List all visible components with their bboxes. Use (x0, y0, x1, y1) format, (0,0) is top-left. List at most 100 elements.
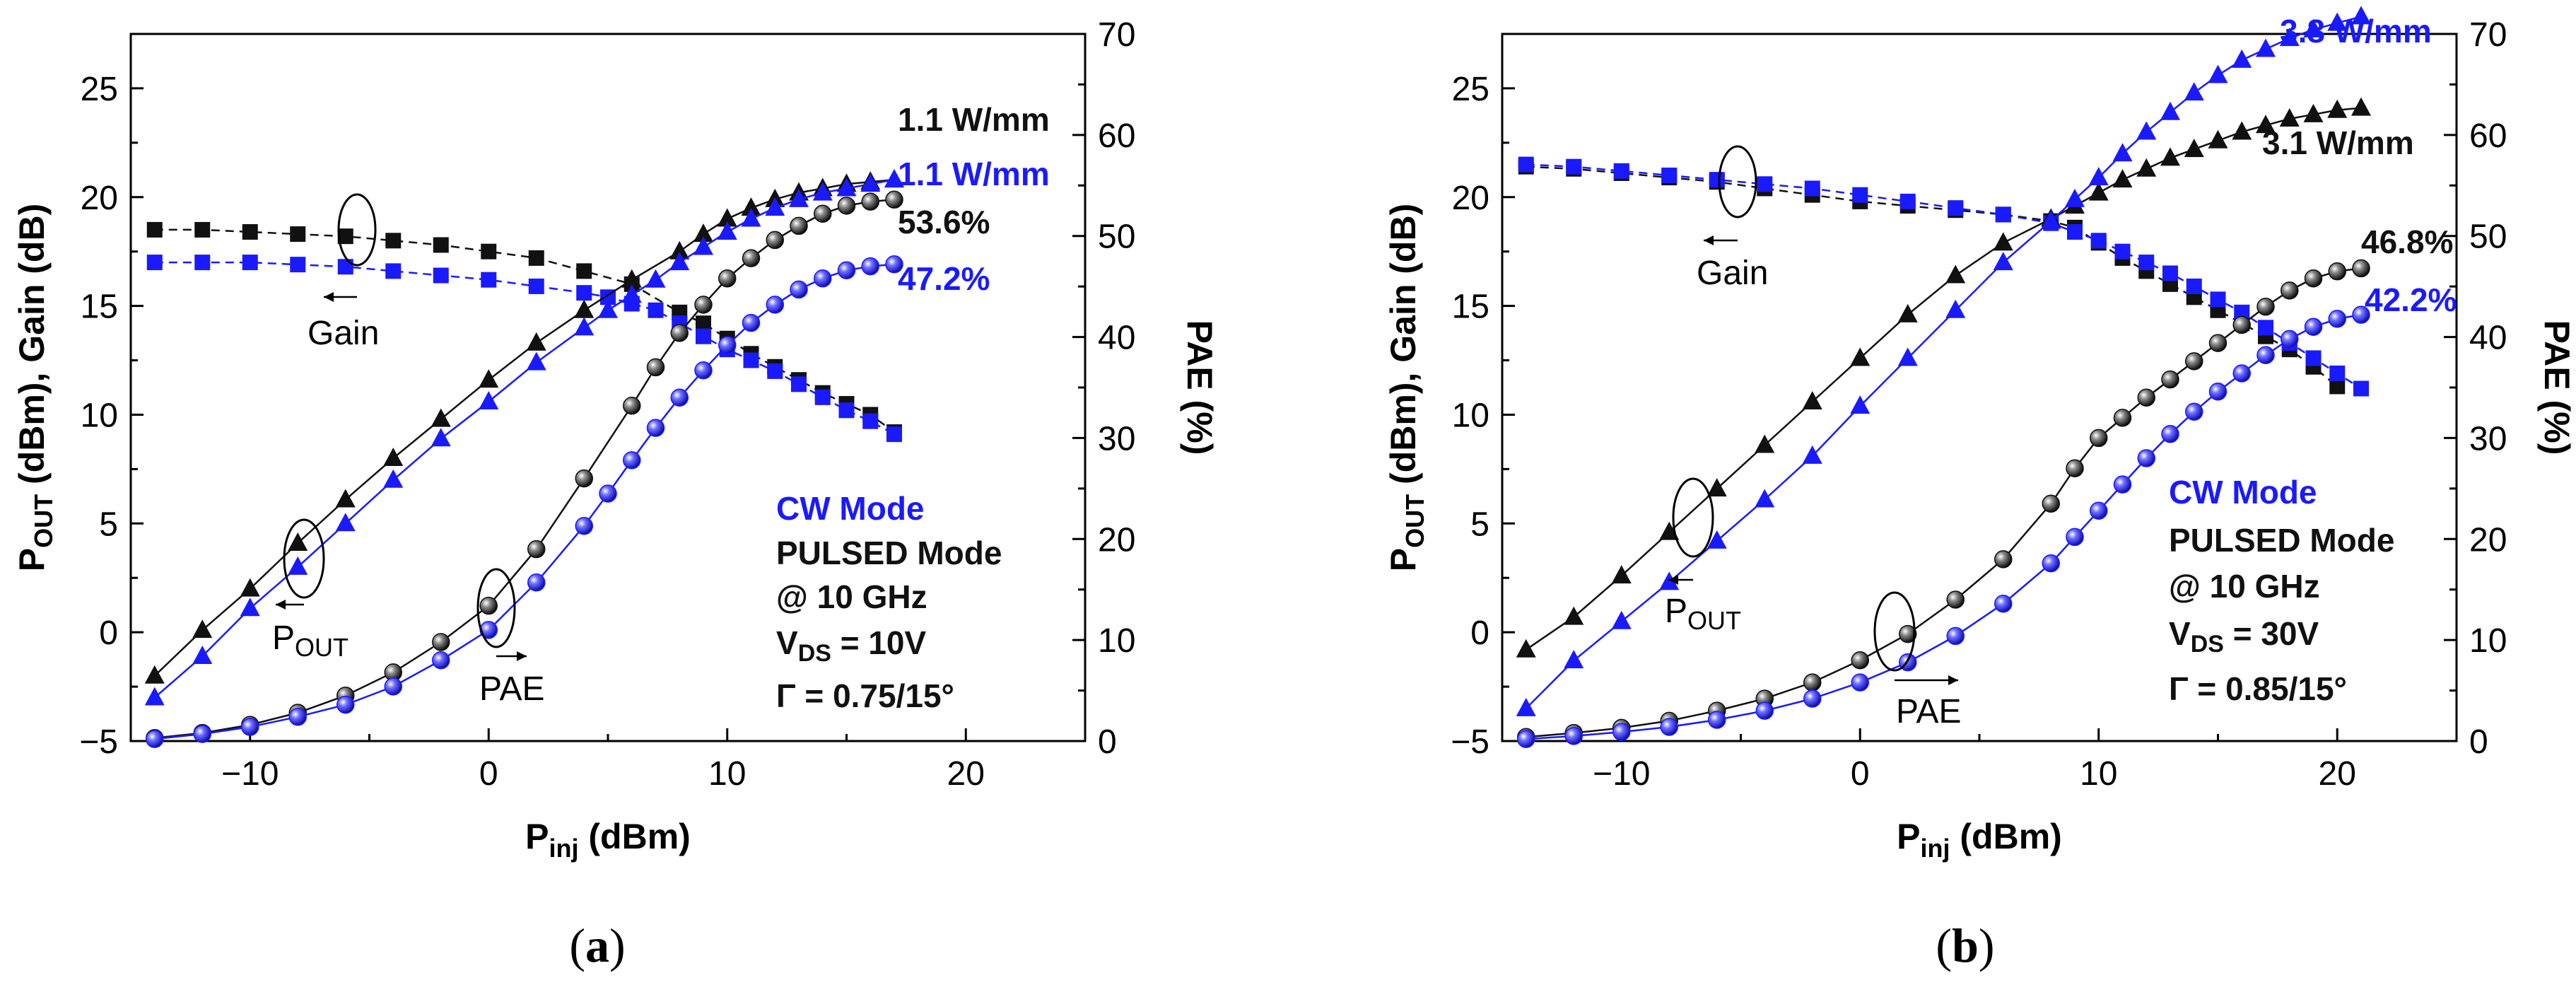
point-pae-pulsed (861, 192, 879, 211)
point-pae-cw (2066, 528, 2084, 547)
point-gain-cw (1899, 193, 1916, 209)
axis-ticks: −10 0 10 20 −5 0 5 10 15 20 25 0 10 20 30 40 50 60 70 (79, 16, 1135, 793)
y-right-tick-label: 20 (2469, 521, 2507, 559)
point-pae-cw (1564, 727, 1583, 745)
point-pae-cw (2208, 382, 2227, 401)
pae-ellipse (1873, 591, 1916, 672)
point-gain-pulsed (146, 221, 163, 238)
point-pout-cw (526, 351, 546, 371)
point-gain-cw (2234, 304, 2250, 320)
point-pout-cw (192, 646, 213, 664)
y-right-tick-label: 30 (2469, 420, 2507, 457)
point-pout-cw (645, 269, 666, 288)
point-pout-pulsed (2256, 115, 2276, 134)
point-pae-cw (193, 725, 211, 743)
point-pout-pulsed (2232, 121, 2252, 140)
gain-ellipse (337, 193, 377, 267)
point-pout-pulsed (2136, 158, 2157, 177)
point-gain-cw (1995, 206, 2011, 223)
point-gain-cw (743, 352, 759, 368)
point-gain-pulsed (337, 228, 353, 245)
point-gain-cw (2210, 291, 2226, 308)
x-tick-label: 10 (2080, 755, 2117, 793)
point-gain-cw (648, 302, 664, 318)
label-gain: Gain (1697, 255, 1768, 292)
point-pae-pulsed (2113, 409, 2132, 427)
point-gain-pulsed (194, 221, 211, 238)
point-pae-cw (742, 313, 761, 332)
point-pae-pulsed (2090, 429, 2108, 448)
point-pae-cw (718, 336, 737, 354)
point-pout-pulsed (1564, 606, 1584, 625)
y-right-tick-label: 0 (1098, 723, 1117, 761)
point-pae-pulsed (2161, 370, 2179, 389)
point-pae-cw (861, 257, 879, 276)
point-pout-cw (1755, 489, 1775, 508)
point-gain-cw (146, 255, 163, 271)
x-tick-label: −10 (1593, 755, 1650, 793)
point-pae-pulsed (1899, 624, 1917, 643)
point-gain-cw (2138, 255, 2155, 271)
pae-arrowhead (517, 651, 527, 661)
y-left-tick-label: 5 (1470, 506, 1489, 543)
point-pout-pulsed (1897, 303, 1918, 322)
point-pout-cw (2065, 188, 2085, 207)
axis-ticks: −10 0 10 20 −5 0 5 10 15 20 25 0 10 20 30 40 50 60 70 (1451, 16, 2507, 793)
point-pae-cw (2328, 310, 2346, 328)
point-pout-pulsed (2160, 147, 2180, 166)
point-pout-pulsed (621, 269, 642, 288)
annotation-pout-cw: 3.8 W/mm (2280, 13, 2432, 49)
point-pout-cw (574, 317, 595, 336)
y-left-tick-label: 15 (1452, 288, 1489, 326)
point-pae-cw (2090, 501, 2108, 520)
y-right-tick-label: 30 (1098, 420, 1135, 457)
point-pout-cw (2136, 121, 2157, 140)
legend-vds: VDS = 30V (2169, 615, 2319, 658)
annotation-pae-pulsed: 46.8% (2361, 223, 2453, 260)
point-pae-pulsed (837, 197, 856, 215)
point-pae-cw (1612, 723, 1631, 741)
point-pout-cw (1945, 299, 1966, 318)
point-pae-cw (2232, 364, 2251, 383)
point-gain-cw (886, 426, 902, 443)
point-pae-pulsed (479, 596, 498, 615)
point-pout-cw (2208, 64, 2228, 83)
point-pae-cw (1708, 711, 1726, 729)
point-pout-cw (2184, 82, 2204, 101)
caption-a: (a) (569, 919, 625, 972)
point-pout-pulsed (526, 332, 546, 351)
point-pout-cw (1659, 571, 1680, 590)
point-pae-pulsed (646, 358, 665, 377)
point-pae-pulsed (2185, 352, 2203, 371)
y-right-tick-label: 10 (1098, 622, 1135, 660)
point-pae-cw (241, 718, 259, 736)
point-gain-cw (2305, 350, 2322, 366)
point-pout-cw (1611, 610, 1632, 629)
point-pae-pulsed (790, 216, 808, 235)
point-pout-cw (598, 299, 618, 318)
point-pae-pulsed (2137, 388, 2155, 407)
y-right-tick-label: 60 (2469, 117, 2507, 155)
point-gain-pulsed (242, 224, 258, 240)
point-pout-cw (789, 188, 809, 207)
y-left-tick-label: −5 (79, 723, 118, 761)
series-line-gain-pulsed (154, 228, 895, 433)
point-pout-cw (2351, 6, 2371, 25)
point-gain-cw (2162, 265, 2178, 281)
chart-panel-b: −10 0 10 20 −5 0 5 10 15 20 25 0 10 20 30 40 50 60 70 Pinj… (1383, 6, 2576, 972)
point-pae-cw (2352, 305, 2370, 324)
point-pout-cw (765, 197, 785, 216)
label-pout: POUT (272, 619, 349, 662)
x-axis-title: Pinj (dBm) (525, 817, 691, 863)
point-gain-cw (242, 255, 258, 271)
point-gain-cw (2067, 224, 2083, 240)
point-gain-pulsed (385, 233, 402, 249)
point-pout-cw (1850, 395, 1870, 414)
x-axis-title: Pinj (dBm) (1897, 817, 2062, 863)
y-right-tick-label: 70 (1098, 16, 1135, 54)
point-pout-pulsed (2327, 99, 2348, 118)
y-right-tick-label: 50 (1098, 218, 1135, 256)
caption-b: (b) (1936, 919, 1994, 972)
x-tick-label: 0 (1851, 755, 1870, 793)
